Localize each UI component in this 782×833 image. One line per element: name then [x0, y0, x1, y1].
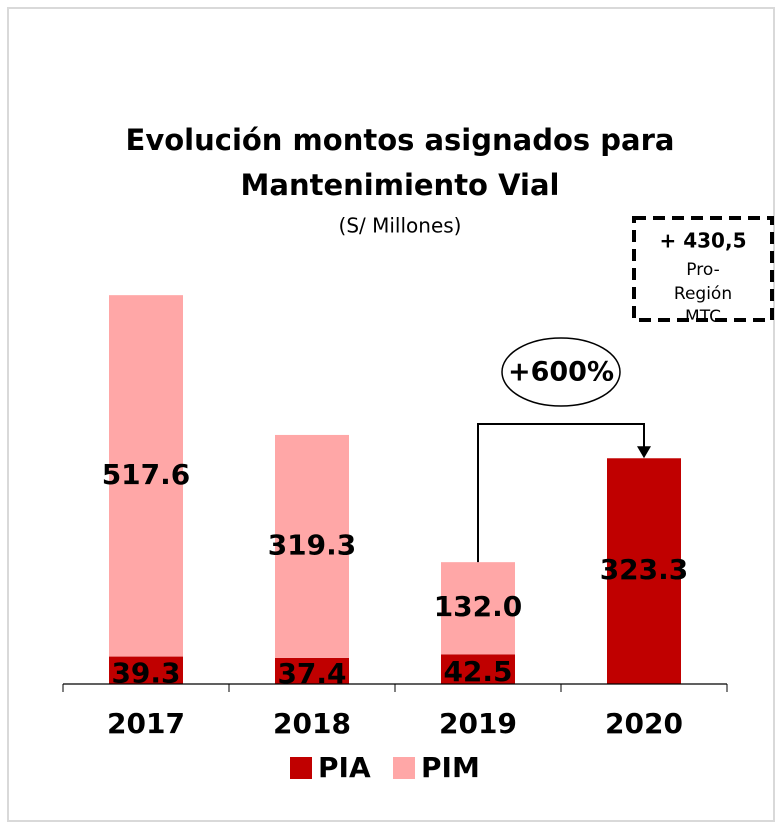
legend-swatch [290, 757, 312, 779]
bar-segment [275, 434, 349, 658]
legend-label: PIA [318, 751, 371, 784]
note-text: MTC [685, 307, 721, 327]
chart-subtitle: (S/ Millones) [339, 214, 462, 238]
data-label: 132.0 [434, 590, 523, 623]
data-label: 323.3 [600, 553, 689, 586]
x-tick-label: 2017 [107, 707, 185, 740]
x-tick-label: 2020 [605, 707, 683, 740]
chart-title: Mantenimiento Vial [241, 168, 560, 202]
data-label: 37.4 [277, 657, 346, 690]
growth-arrow [477, 423, 645, 563]
growth-ellipse [501, 337, 621, 407]
bar-segment [441, 562, 515, 655]
bar-segment [275, 657, 349, 684]
x-tick-label: 2018 [273, 707, 351, 740]
data-label: 517.6 [102, 458, 191, 491]
arrow-head [637, 446, 651, 459]
note-box [632, 216, 774, 322]
bar-segment [441, 654, 515, 684]
note-text: Pro- [686, 260, 719, 280]
bar-segment [109, 656, 183, 684]
note-text: + 430,5 [660, 229, 747, 253]
growth-label: +600% [508, 357, 614, 388]
data-label: 319.3 [268, 528, 357, 561]
legend-label: PIM [421, 751, 480, 784]
x-tick-label: 2019 [439, 707, 517, 740]
bar-segment [109, 295, 183, 657]
data-label: 42.5 [443, 655, 512, 688]
note-text: Región [674, 284, 732, 304]
bar-segment [607, 458, 681, 684]
legend-swatch [393, 757, 415, 779]
chart-title: Evolución montos asignados para [126, 123, 675, 157]
